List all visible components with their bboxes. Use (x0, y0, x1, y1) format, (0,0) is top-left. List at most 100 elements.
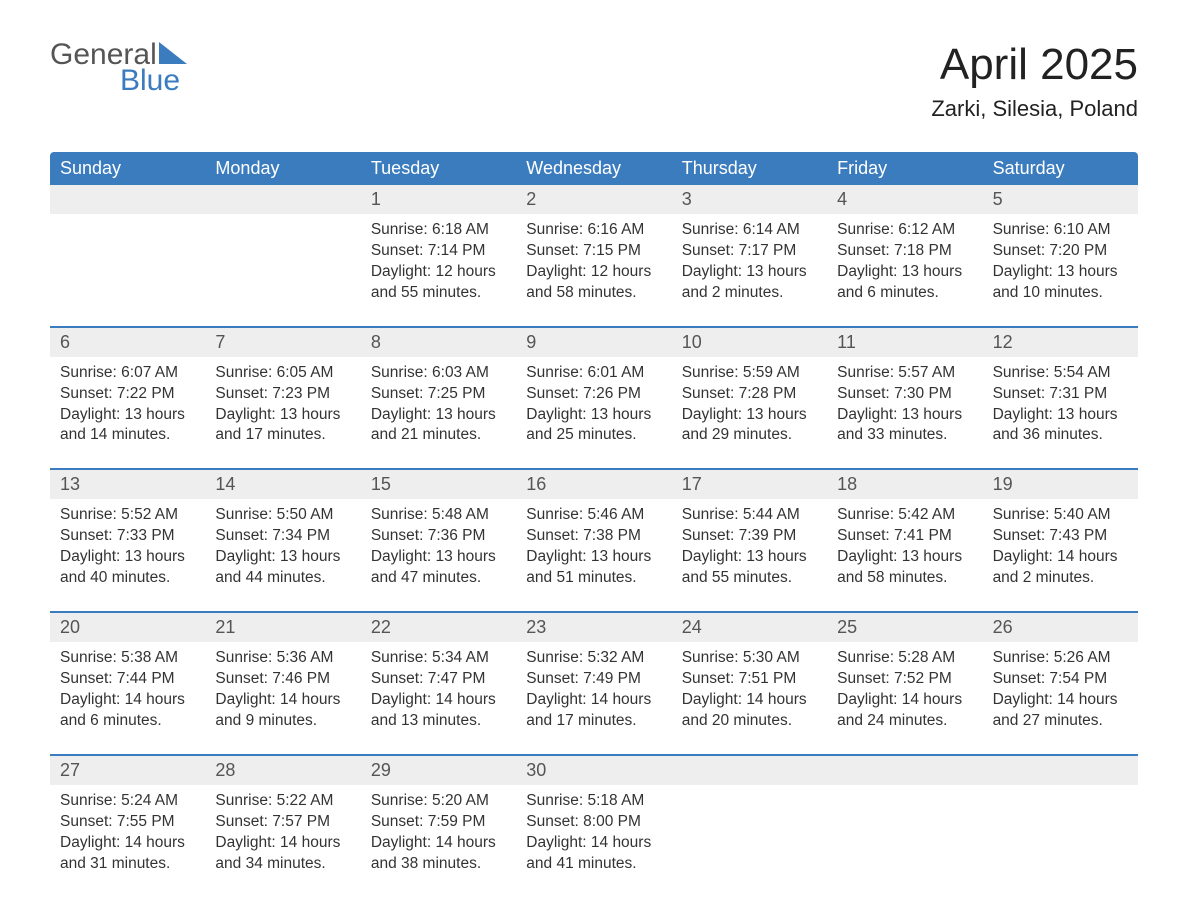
calendar-day-body: Sunrise: 5:22 AMSunset: 7:57 PMDaylight:… (205, 785, 360, 897)
calendar-day-body: Sunrise: 5:30 AMSunset: 7:51 PMDaylight:… (672, 642, 827, 754)
calendar-day-body (50, 214, 205, 326)
calendar-day-number: 5 (983, 185, 1138, 214)
daylight-line: Daylight: 14 hours and 31 minutes. (60, 833, 195, 875)
sunrise-line: Sunrise: 5:20 AM (371, 791, 506, 812)
sunrise-line: Sunrise: 5:57 AM (837, 363, 972, 384)
sunset-line: Sunset: 7:31 PM (993, 384, 1128, 405)
calendar-header-cell: Saturday (983, 152, 1138, 185)
calendar-day-number (50, 185, 205, 214)
calendar-day-number: 9 (516, 328, 671, 357)
calendar-body-row: Sunrise: 6:18 AMSunset: 7:14 PMDaylight:… (50, 214, 1138, 326)
calendar-day-body (672, 785, 827, 897)
title-block: April 2025 Zarki, Silesia, Poland (931, 40, 1138, 122)
sunrise-line: Sunrise: 5:32 AM (526, 648, 661, 669)
daylight-line: Daylight: 14 hours and 2 minutes. (993, 547, 1128, 589)
calendar-day-body: Sunrise: 5:18 AMSunset: 8:00 PMDaylight:… (516, 785, 671, 897)
calendar-day-number: 2 (516, 185, 671, 214)
sunset-line: Sunset: 7:51 PM (682, 669, 817, 690)
calendar-body-row: Sunrise: 5:24 AMSunset: 7:55 PMDaylight:… (50, 785, 1138, 897)
daylight-line: Daylight: 13 hours and 40 minutes. (60, 547, 195, 589)
daylight-line: Daylight: 13 hours and 44 minutes. (215, 547, 350, 589)
sunrise-line: Sunrise: 5:24 AM (60, 791, 195, 812)
sunrise-line: Sunrise: 5:42 AM (837, 505, 972, 526)
calendar-day-body: Sunrise: 5:44 AMSunset: 7:39 PMDaylight:… (672, 499, 827, 611)
calendar-body-row: Sunrise: 5:52 AMSunset: 7:33 PMDaylight:… (50, 499, 1138, 611)
calendar-day-number: 12 (983, 328, 1138, 357)
calendar-day-number: 7 (205, 328, 360, 357)
calendar-day-body: Sunrise: 5:42 AMSunset: 7:41 PMDaylight:… (827, 499, 982, 611)
calendar-header-cell: Thursday (672, 152, 827, 185)
calendar-body-row: Sunrise: 6:07 AMSunset: 7:22 PMDaylight:… (50, 357, 1138, 469)
calendar-day-body (827, 785, 982, 897)
calendar-day-number: 28 (205, 756, 360, 785)
calendar-day-body: Sunrise: 5:50 AMSunset: 7:34 PMDaylight:… (205, 499, 360, 611)
calendar-day-number: 25 (827, 613, 982, 642)
sunset-line: Sunset: 7:20 PM (993, 241, 1128, 262)
calendar-day-number: 1 (361, 185, 516, 214)
calendar-day-number: 22 (361, 613, 516, 642)
daylight-line: Daylight: 13 hours and 25 minutes. (526, 405, 661, 447)
calendar-day-number: 13 (50, 470, 205, 499)
calendar-day-body: Sunrise: 5:26 AMSunset: 7:54 PMDaylight:… (983, 642, 1138, 754)
calendar-header-cell: Friday (827, 152, 982, 185)
sunrise-line: Sunrise: 5:22 AM (215, 791, 350, 812)
calendar-day-number (983, 756, 1138, 785)
calendar-day-body: Sunrise: 5:36 AMSunset: 7:46 PMDaylight:… (205, 642, 360, 754)
calendar-day-number: 19 (983, 470, 1138, 499)
calendar-day-number: 20 (50, 613, 205, 642)
daylight-line: Daylight: 13 hours and 14 minutes. (60, 405, 195, 447)
sunrise-line: Sunrise: 5:50 AM (215, 505, 350, 526)
sunrise-line: Sunrise: 5:44 AM (682, 505, 817, 526)
calendar-day-body: Sunrise: 6:14 AMSunset: 7:17 PMDaylight:… (672, 214, 827, 326)
sunset-line: Sunset: 7:15 PM (526, 241, 661, 262)
calendar-day-number: 14 (205, 470, 360, 499)
sunrise-line: Sunrise: 6:16 AM (526, 220, 661, 241)
calendar-day-number: 26 (983, 613, 1138, 642)
calendar-daynum-row: 12345 (50, 185, 1138, 214)
daylight-line: Daylight: 14 hours and 6 minutes. (60, 690, 195, 732)
calendar-day-number: 10 (672, 328, 827, 357)
daylight-line: Daylight: 13 hours and 47 minutes. (371, 547, 506, 589)
calendar-daynum-row: 27282930 (50, 754, 1138, 785)
header: General Blue April 2025 Zarki, Silesia, … (50, 40, 1138, 122)
calendar-day-number: 21 (205, 613, 360, 642)
calendar-day-number (827, 756, 982, 785)
calendar-day-body: Sunrise: 5:20 AMSunset: 7:59 PMDaylight:… (361, 785, 516, 897)
calendar-day-number: 23 (516, 613, 671, 642)
daylight-line: Daylight: 13 hours and 10 minutes. (993, 262, 1128, 304)
sunset-line: Sunset: 7:55 PM (60, 812, 195, 833)
sunset-line: Sunset: 7:14 PM (371, 241, 506, 262)
sunset-line: Sunset: 7:26 PM (526, 384, 661, 405)
sunrise-line: Sunrise: 6:10 AM (993, 220, 1128, 241)
calendar-day-number: 24 (672, 613, 827, 642)
sunrise-line: Sunrise: 6:14 AM (682, 220, 817, 241)
calendar-day-body: Sunrise: 6:07 AMSunset: 7:22 PMDaylight:… (50, 357, 205, 469)
calendar-day-number: 15 (361, 470, 516, 499)
daylight-line: Daylight: 13 hours and 29 minutes. (682, 405, 817, 447)
page-title: April 2025 (931, 40, 1138, 90)
sunrise-line: Sunrise: 5:30 AM (682, 648, 817, 669)
daylight-line: Daylight: 14 hours and 9 minutes. (215, 690, 350, 732)
sunrise-line: Sunrise: 5:59 AM (682, 363, 817, 384)
calendar-day-body: Sunrise: 5:34 AMSunset: 7:47 PMDaylight:… (361, 642, 516, 754)
sunset-line: Sunset: 7:22 PM (60, 384, 195, 405)
sunset-line: Sunset: 7:17 PM (682, 241, 817, 262)
daylight-line: Daylight: 14 hours and 41 minutes. (526, 833, 661, 875)
calendar-daynum-row: 6789101112 (50, 326, 1138, 357)
sunrise-line: Sunrise: 5:18 AM (526, 791, 661, 812)
daylight-line: Daylight: 13 hours and 58 minutes. (837, 547, 972, 589)
calendar-day-number: 4 (827, 185, 982, 214)
sunrise-line: Sunrise: 5:34 AM (371, 648, 506, 669)
calendar-day-number: 30 (516, 756, 671, 785)
sunset-line: Sunset: 7:41 PM (837, 526, 972, 547)
sunrise-line: Sunrise: 5:46 AM (526, 505, 661, 526)
calendar-header-cell: Monday (205, 152, 360, 185)
calendar-day-number: 16 (516, 470, 671, 499)
calendar-day-body: Sunrise: 6:01 AMSunset: 7:26 PMDaylight:… (516, 357, 671, 469)
sunrise-line: Sunrise: 6:01 AM (526, 363, 661, 384)
calendar-daynum-row: 13141516171819 (50, 468, 1138, 499)
daylight-line: Daylight: 13 hours and 33 minutes. (837, 405, 972, 447)
sunset-line: Sunset: 7:33 PM (60, 526, 195, 547)
sunset-line: Sunset: 7:46 PM (215, 669, 350, 690)
calendar-day-body: Sunrise: 5:38 AMSunset: 7:44 PMDaylight:… (50, 642, 205, 754)
